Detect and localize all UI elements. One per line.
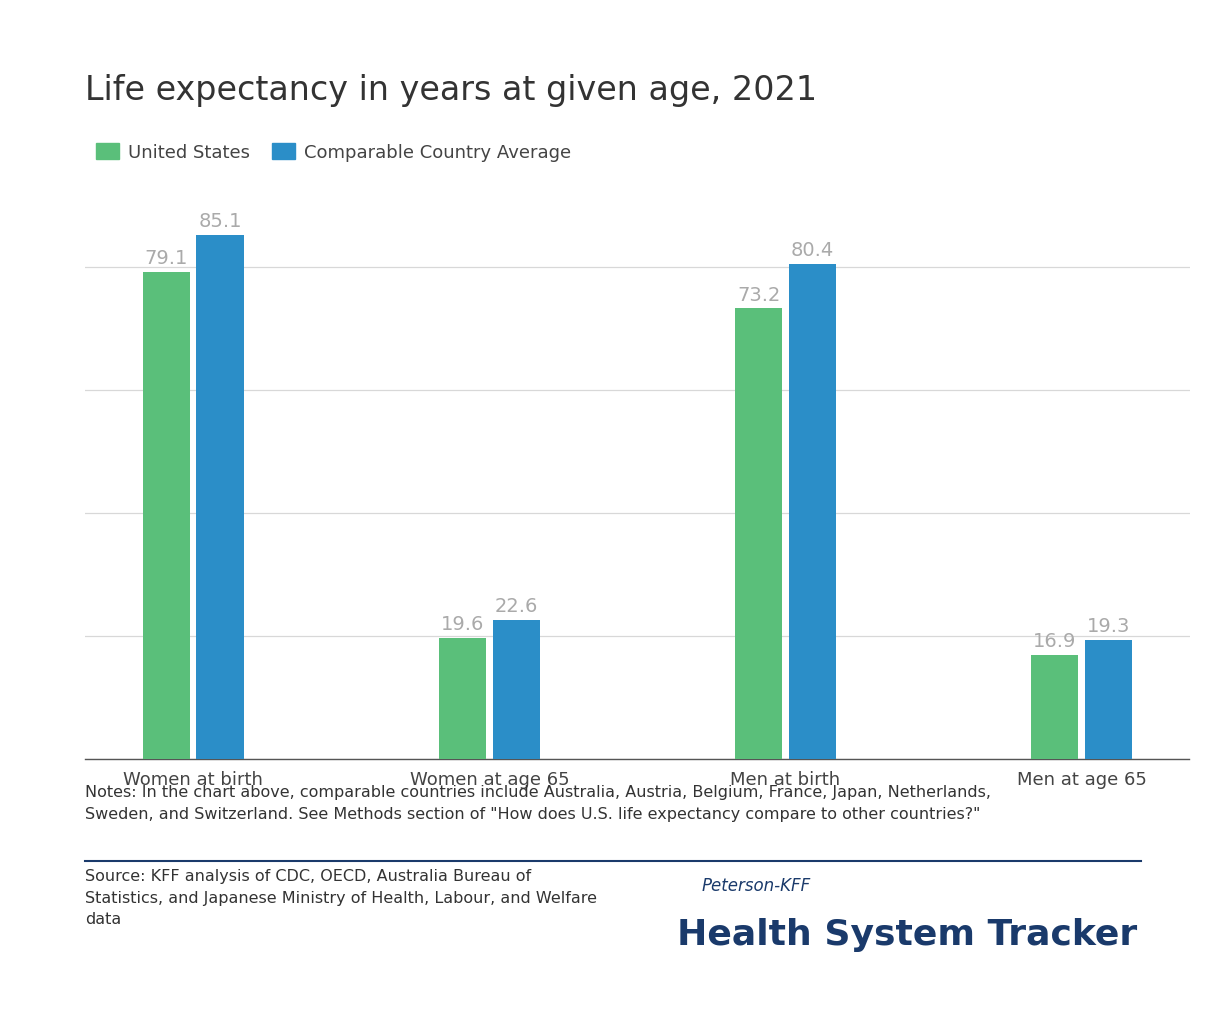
Text: 79.1: 79.1	[144, 249, 188, 268]
Text: 80.4: 80.4	[791, 242, 834, 260]
Bar	[196, 236, 244, 759]
Text: Life expectancy in years at given age, 2021: Life expectancy in years at given age, 2…	[85, 74, 817, 107]
Bar	[439, 639, 486, 759]
Bar	[1085, 641, 1132, 759]
Text: Peterson-KFF: Peterson-KFF	[702, 876, 811, 895]
Text: 85.1: 85.1	[199, 212, 242, 231]
Bar	[143, 273, 190, 759]
Text: 73.2: 73.2	[737, 285, 781, 305]
Text: 19.6: 19.6	[440, 614, 484, 634]
Text: 16.9: 16.9	[1033, 632, 1076, 650]
Bar	[736, 309, 782, 759]
Text: Notes: In the chart above, comparable countries include Australia, Austria, Belg: Notes: In the chart above, comparable co…	[85, 785, 992, 821]
Text: 19.3: 19.3	[1087, 616, 1131, 636]
Legend: United States, Comparable Country Average: United States, Comparable Country Averag…	[88, 137, 578, 169]
Bar	[493, 621, 539, 759]
Bar	[1031, 655, 1078, 759]
Text: 22.6: 22.6	[494, 596, 538, 615]
Text: Source: KFF analysis of CDC, OECD, Australia Bureau of
Statistics, and Japanese : Source: KFF analysis of CDC, OECD, Austr…	[85, 868, 598, 926]
Text: Health System Tracker: Health System Tracker	[677, 917, 1137, 951]
Bar	[789, 265, 836, 759]
